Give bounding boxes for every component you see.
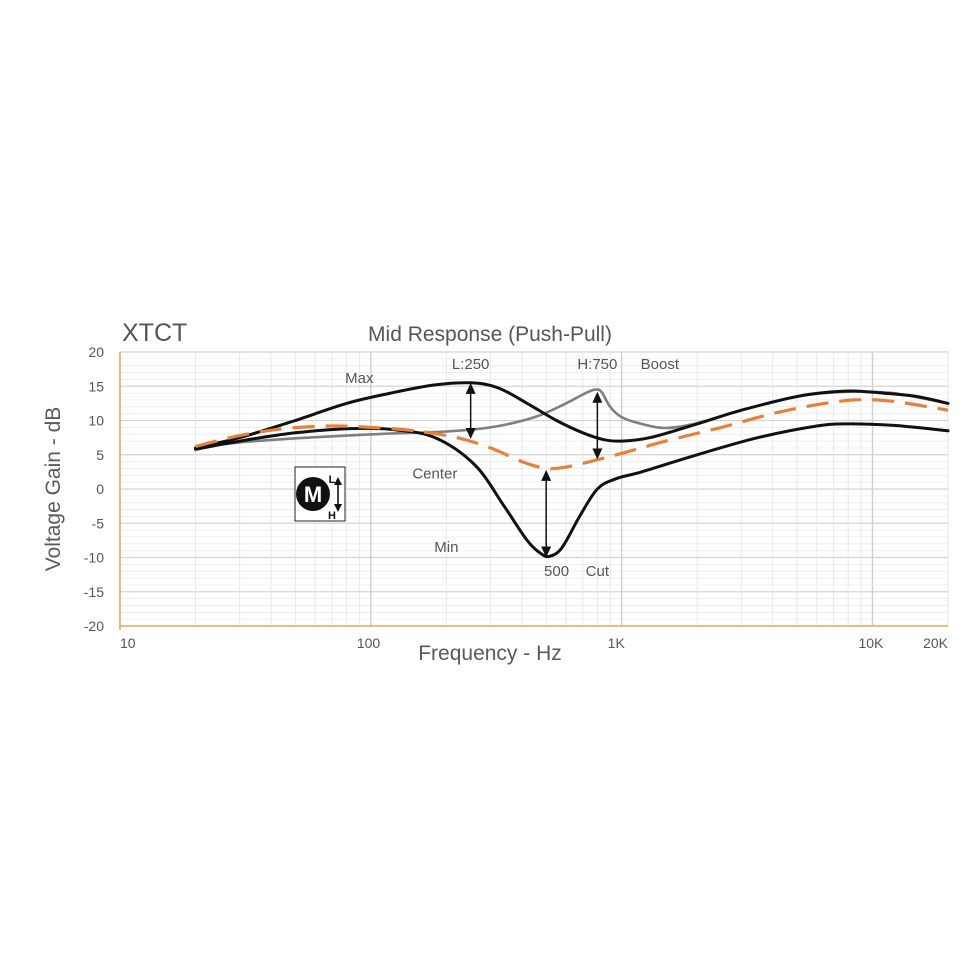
y-tick-label: -15 xyxy=(84,584,104,600)
double-arrow xyxy=(592,391,603,460)
series-line-boost xyxy=(194,388,950,450)
annotation-label: Min xyxy=(434,539,458,556)
double-arrow xyxy=(465,382,476,439)
y-tick-label: 0 xyxy=(96,481,104,497)
level-arrows xyxy=(465,382,603,558)
knob-arrow-down xyxy=(334,504,342,512)
x-tick-label: 10K xyxy=(858,635,884,651)
arrow-head-down xyxy=(541,546,552,558)
y-tick-label: 20 xyxy=(88,344,104,360)
grid xyxy=(120,351,949,626)
annotation-label: Cut xyxy=(586,563,610,580)
x-tick-label: 10 xyxy=(120,635,136,651)
series-line-center xyxy=(195,398,949,471)
knob-top-letter: L xyxy=(329,474,336,486)
arrow-head-up xyxy=(592,391,603,403)
double-arrow xyxy=(541,469,552,558)
series-lines xyxy=(194,381,950,559)
y-tick-label: -10 xyxy=(84,550,104,566)
brand-label: XTCT xyxy=(122,319,187,347)
y-tick-label: 15 xyxy=(88,378,104,394)
knob-letter: M xyxy=(304,482,322,507)
knob-arrow-up xyxy=(334,477,342,485)
series-line-max xyxy=(194,381,950,450)
x-tick-label: 1K xyxy=(608,635,626,651)
annotations: Max L:250 H:750 Boost Center Min 500 Cut xyxy=(345,356,680,580)
annotation-label: 500 xyxy=(544,563,569,580)
arrow-head-down xyxy=(465,427,476,439)
y-tick-label: -20 xyxy=(84,618,104,634)
mid-knob-icon: ML H xyxy=(294,466,346,522)
x-axis-title: Frequency - Hz xyxy=(418,642,562,665)
annotation-label: H:750 xyxy=(577,356,617,373)
chart-title: Mid Response (Push-Pull) xyxy=(368,323,612,346)
y-tick-label: 10 xyxy=(88,413,104,429)
x-tick-label: 100 xyxy=(357,635,381,651)
knob-circle xyxy=(296,477,330,511)
annotation-label: Boost xyxy=(641,356,680,373)
y-tick-label: -5 xyxy=(92,515,105,531)
annotation-label: Max xyxy=(345,370,374,387)
y-tick-label: 5 xyxy=(96,447,104,463)
knob-bottom-letter: H xyxy=(328,510,336,522)
annotation-label: L:250 xyxy=(452,356,490,373)
tick-labels: 20 15 10 5 0 -5 -10 -15 -20 10 100 1K 10K 20K xyxy=(84,344,949,651)
axes xyxy=(119,352,948,630)
arrow-head-up xyxy=(541,469,552,481)
arrow-head-down xyxy=(592,448,603,460)
arrow-head-up xyxy=(465,382,476,394)
y-axis-title: Voltage Gain - dB xyxy=(42,407,65,572)
annotation-label: Center xyxy=(412,466,457,483)
x-tick-label: 20K xyxy=(923,635,949,651)
